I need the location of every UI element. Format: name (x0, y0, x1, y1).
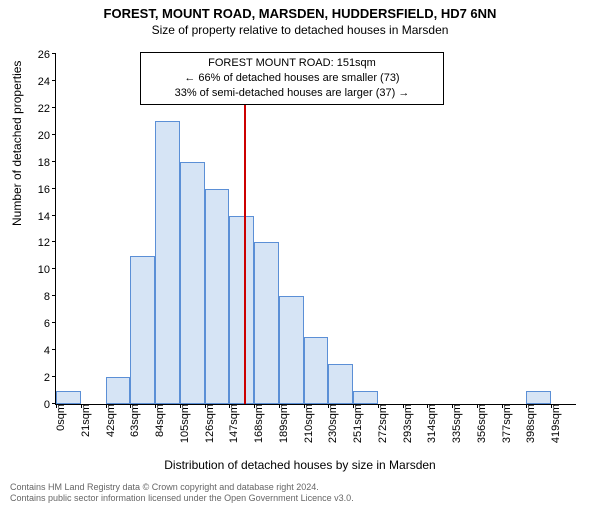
chart-area: 024681012141618202224260sqm21sqm42sqm63s… (55, 54, 575, 404)
y-tick-mark (52, 322, 56, 323)
annotation-line3: 33% of semi-detached houses are larger (… (147, 86, 437, 101)
histogram-bar (180, 162, 205, 404)
y-tick-mark (52, 376, 56, 377)
y-tick-mark (52, 268, 56, 269)
y-tick-label: 18 (38, 157, 56, 169)
x-tick-label: 272sqm (373, 404, 389, 443)
footer-line1: Contains HM Land Registry data © Crown c… (10, 482, 354, 493)
y-tick-mark (52, 80, 56, 81)
histogram-bar (526, 391, 551, 404)
y-tick-mark (52, 215, 56, 216)
annotation-line1: FOREST MOUNT ROAD: 151sqm (147, 56, 437, 71)
y-tick-mark (52, 188, 56, 189)
chart-title-main: FOREST, MOUNT ROAD, MARSDEN, HUDDERSFIEL… (0, 6, 600, 21)
y-tick-label: 22 (38, 103, 56, 115)
y-tick-mark (52, 53, 56, 54)
x-tick-label: 398sqm (521, 404, 537, 443)
x-tick-label: 105sqm (175, 404, 191, 443)
reference-line (244, 54, 246, 404)
x-tick-label: 21sqm (76, 404, 92, 437)
x-tick-label: 335sqm (447, 404, 463, 443)
x-tick-label: 210sqm (299, 404, 315, 443)
y-tick-label: 14 (38, 211, 56, 223)
x-tick-label: 147sqm (224, 404, 240, 443)
histogram-bar (106, 377, 131, 404)
y-tick-label: 26 (38, 49, 56, 61)
y-tick-mark (52, 241, 56, 242)
x-tick-label: 419sqm (546, 404, 562, 443)
x-tick-label: 84sqm (150, 404, 166, 437)
y-tick-mark (52, 107, 56, 108)
y-tick-label: 6 (44, 318, 56, 330)
y-tick-label: 10 (38, 264, 56, 276)
x-tick-label: 0sqm (51, 404, 67, 431)
histogram-bar (229, 216, 254, 404)
plot-region: 024681012141618202224260sqm21sqm42sqm63s… (55, 54, 576, 405)
x-tick-label: 63sqm (125, 404, 141, 437)
x-tick-label: 314sqm (422, 404, 438, 443)
x-tick-label: 251sqm (348, 404, 364, 443)
histogram-bar (279, 296, 304, 404)
y-axis-label: Number of detached properties (10, 61, 24, 226)
x-tick-label: 377sqm (497, 404, 513, 443)
y-tick-label: 8 (44, 291, 56, 303)
x-tick-label: 356sqm (472, 404, 488, 443)
annotation-line2: ← 66% of detached houses are smaller (73… (147, 71, 437, 86)
y-tick-mark (52, 295, 56, 296)
histogram-bar (328, 364, 353, 404)
y-tick-label: 20 (38, 130, 56, 142)
y-tick-label: 2 (44, 372, 56, 384)
footer-attribution: Contains HM Land Registry data © Crown c… (10, 482, 354, 504)
histogram-bar (353, 391, 378, 404)
histogram-bar (155, 121, 180, 404)
annotation-box: FOREST MOUNT ROAD: 151sqm ← 66% of detac… (140, 52, 444, 105)
y-tick-mark (52, 134, 56, 135)
y-tick-mark (52, 349, 56, 350)
y-tick-label: 4 (44, 345, 56, 357)
x-tick-label: 168sqm (249, 404, 265, 443)
histogram-bar (205, 189, 230, 404)
x-tick-label: 126sqm (200, 404, 216, 443)
x-tick-label: 42sqm (101, 404, 117, 437)
y-tick-mark (52, 161, 56, 162)
histogram-bar (130, 256, 155, 404)
histogram-bar (56, 391, 81, 404)
chart-title-sub: Size of property relative to detached ho… (0, 23, 600, 37)
x-tick-label: 230sqm (323, 404, 339, 443)
x-tick-label: 293sqm (398, 404, 414, 443)
y-tick-label: 24 (38, 76, 56, 88)
y-tick-label: 16 (38, 184, 56, 196)
footer-line2: Contains public sector information licen… (10, 493, 354, 504)
histogram-bar (254, 242, 279, 404)
y-tick-label: 12 (38, 237, 56, 249)
x-tick-label: 189sqm (274, 404, 290, 443)
x-axis-label: Distribution of detached houses by size … (0, 458, 600, 472)
histogram-bar (304, 337, 329, 404)
